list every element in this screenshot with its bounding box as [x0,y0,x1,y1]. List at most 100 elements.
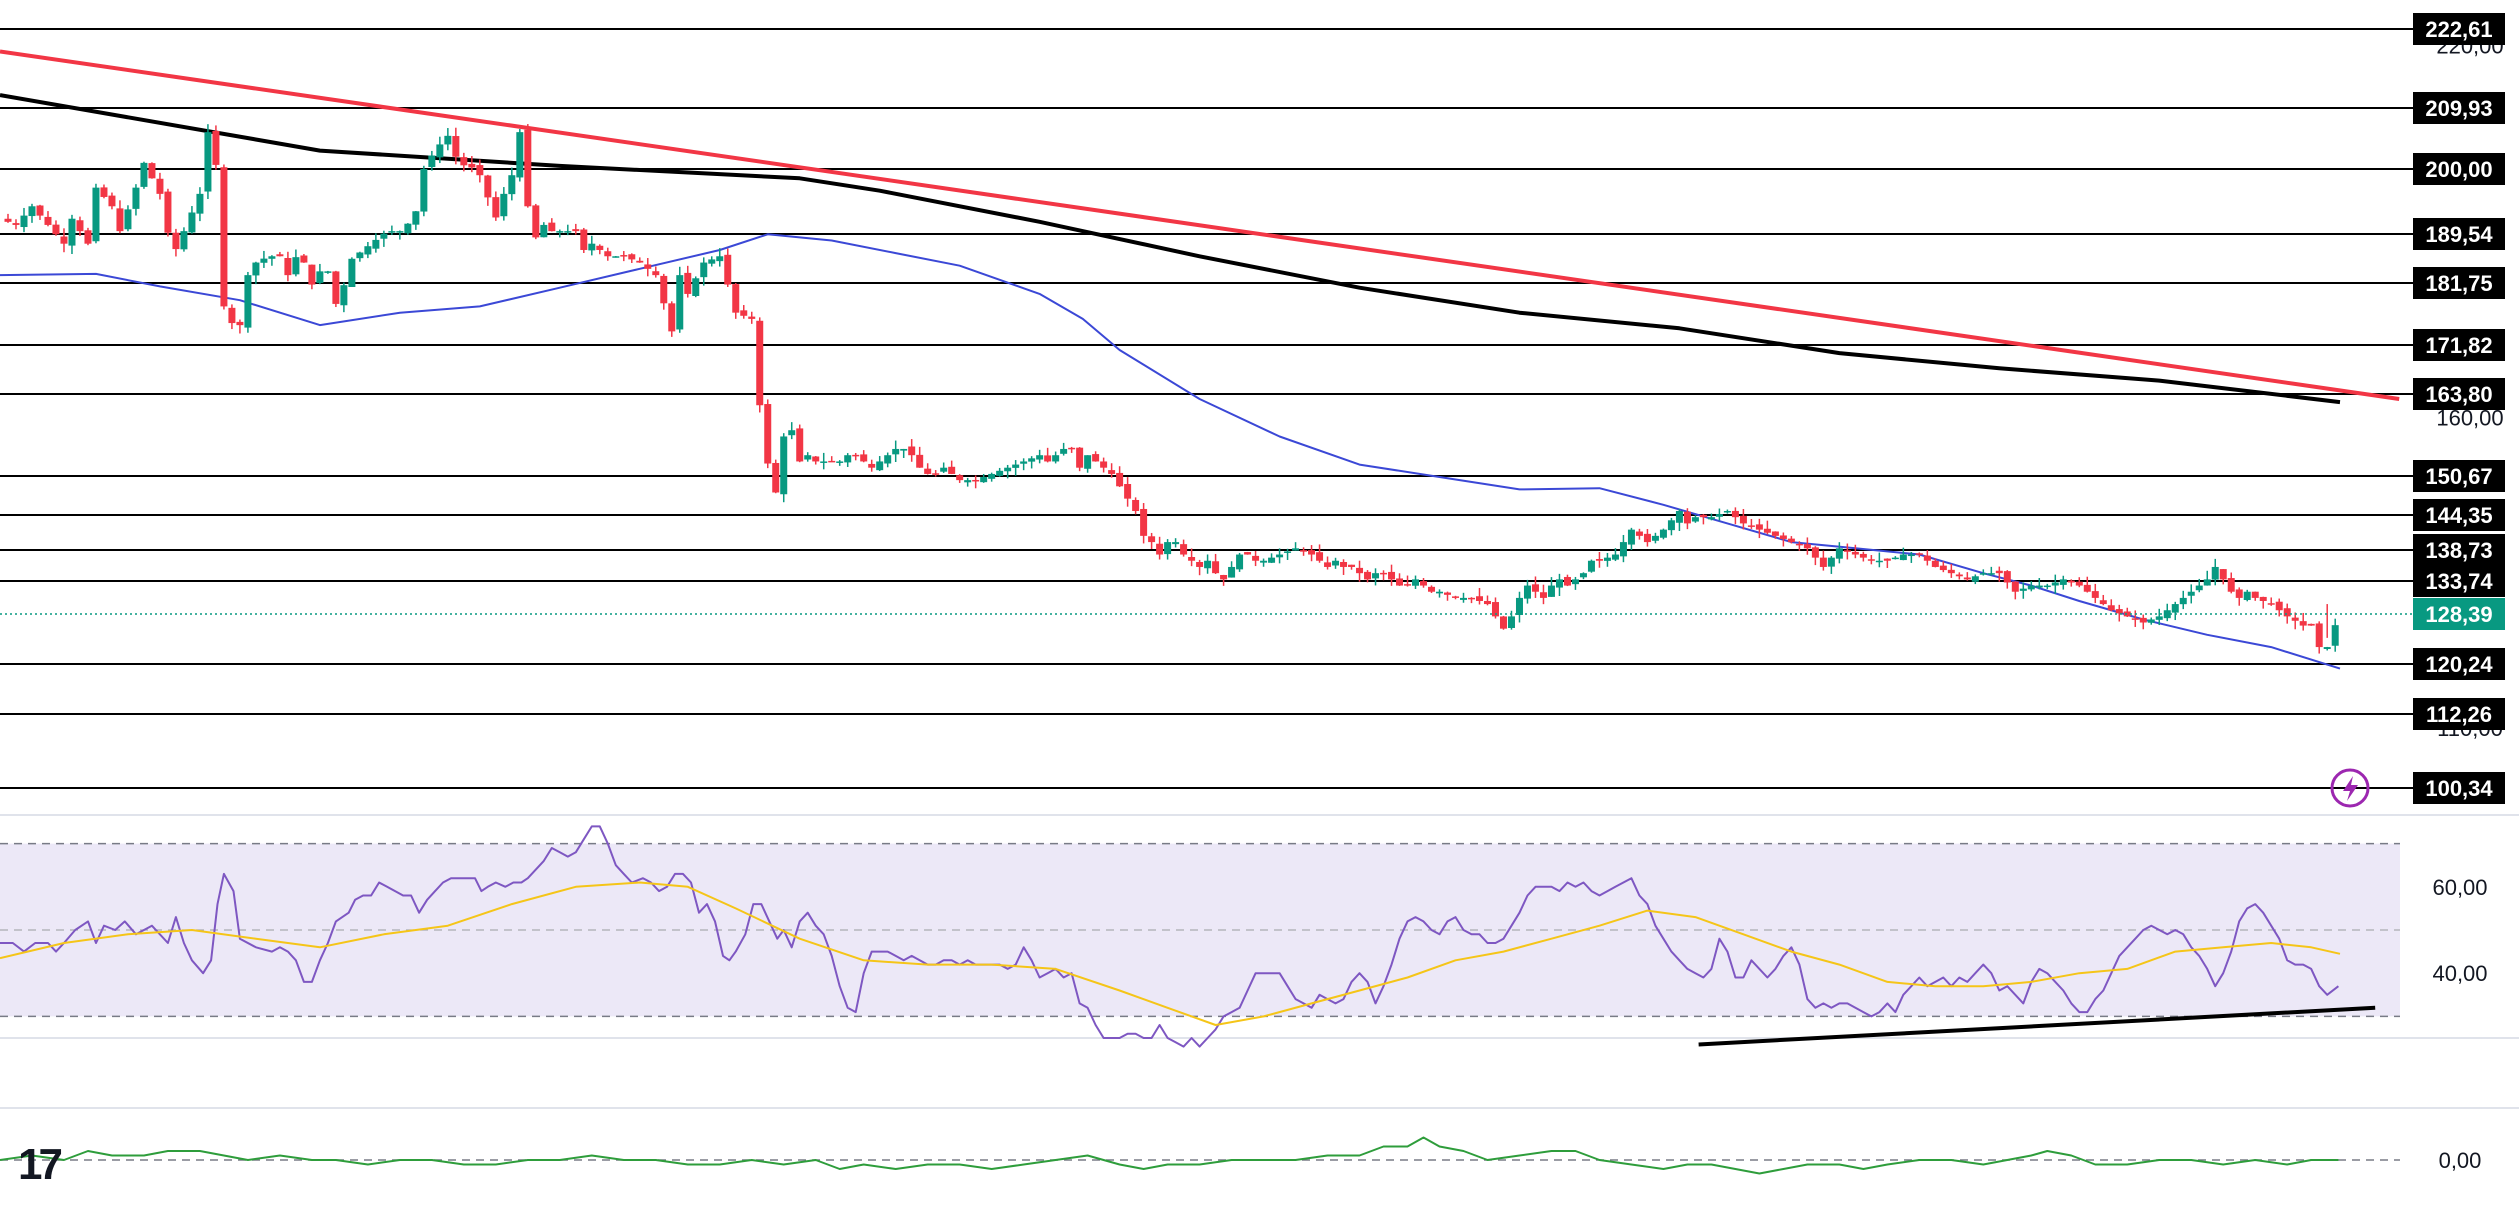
candle-body [948,466,956,474]
candle-body [996,470,1004,476]
level-label-bg [2413,153,2505,185]
candle-body [1140,508,1148,536]
candle-body [708,259,716,264]
candle-body [724,254,732,285]
candle-body [1420,581,1428,586]
candle-body [524,129,532,207]
candle-body [1252,555,1260,561]
level-label: 189,54 [2425,222,2493,247]
candle-body [716,256,724,262]
candle-body [2323,647,2331,650]
candle-body [1340,561,1348,567]
candle-body [1539,592,1547,598]
candle-body [1356,567,1364,574]
candle-body [1859,553,1867,558]
current-price-label: 128,39 [2425,602,2492,627]
candle-body [1899,554,1907,561]
rsi-trendline[interactable] [1698,1005,2376,1047]
candle-body [1180,544,1188,555]
candle-body [1547,585,1555,597]
candle-body [1108,470,1116,474]
candle-body [1084,455,1092,469]
candle-body [980,477,988,483]
candle-body [2163,610,2171,619]
candle-body [196,193,204,214]
candle-body [1220,574,1228,580]
candle-body [1020,461,1028,464]
red-trendline[interactable] [0,49,2400,401]
candle-body [1571,579,1579,585]
candle-body [972,479,980,482]
black-moving-average[interactable] [0,93,2341,405]
candle-body [404,223,412,234]
candle-body [804,455,812,460]
candle-body [1739,515,1747,524]
candle-body [1619,542,1627,557]
lightning-icon[interactable] [2330,768,2370,808]
candle-body [2299,621,2307,626]
candle-body [172,232,180,250]
candle-body [532,205,540,238]
candle-body [2267,603,2275,605]
candle-body [268,256,276,259]
horizontal-levels[interactable] [0,28,2413,789]
candle-body [620,255,628,257]
overlay-lines[interactable] [0,49,2400,670]
candle-body [1324,562,1332,567]
candle-body [1332,560,1340,566]
candle-body [20,215,28,228]
candle-body [1523,585,1531,599]
candle-body [140,162,148,187]
blue-moving-average[interactable] [0,233,2341,670]
candle-body [1603,557,1611,561]
candle-body [764,404,772,464]
candle-body [1659,529,1667,538]
candle-body [660,275,668,304]
candle-body [2219,569,2227,580]
candle-body [372,239,380,249]
candle-body [1004,467,1012,472]
candle-body [908,446,916,456]
candle-body [2251,591,2259,598]
candle-body [1372,573,1380,579]
candle-body [772,462,780,493]
candle-body [556,231,564,233]
level-label-bg [2413,648,2505,680]
candle-body [1635,531,1643,536]
candle-body [1260,560,1268,563]
candle-body [180,231,188,250]
candle-body [740,310,748,316]
candle-body [1915,553,1923,555]
candle-body [1563,576,1571,586]
candle-body [900,448,908,451]
candle-body [1803,544,1811,549]
candle-body [1643,533,1651,543]
oscillator-pane[interactable]: 0,00 [0,1136,2481,1175]
level-label-bg [2413,378,2505,410]
candle-body [2123,611,2131,617]
candle-body [700,262,708,278]
candle-body [1467,597,1475,600]
candle-body [236,321,244,326]
candle-body [836,461,844,463]
rsi-pane[interactable]: 60,00 40,00 [0,825,2488,1048]
level-label: 200,00 [2425,157,2492,182]
candle-body [1795,543,1803,546]
candle-body [1963,577,1971,580]
oscillator-line [0,1136,2339,1175]
candle-body [940,467,948,472]
level-label: 150,67 [2425,464,2492,489]
candle-body [564,231,572,233]
candle-body [1763,528,1771,533]
candle-body [684,272,692,294]
candle-body [1228,566,1236,578]
candle-body [588,243,596,251]
candle-body [1835,548,1843,559]
candle-body [812,456,820,462]
candle-body [2179,597,2187,605]
candle-body [412,211,420,225]
tradingview-logo[interactable]: 17 [18,1140,63,1189]
candle-body [492,197,500,218]
candle-body [1124,484,1132,499]
